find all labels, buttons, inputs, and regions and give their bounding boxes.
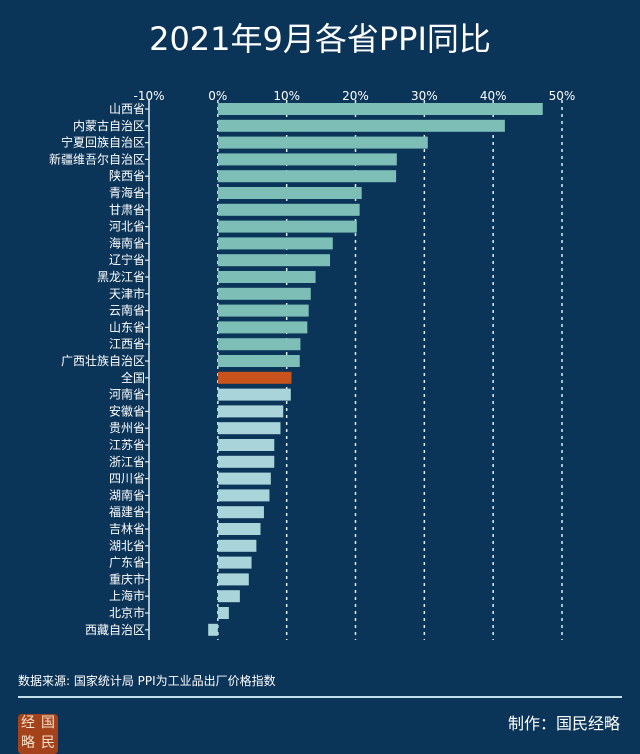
bar-四川省 (217, 472, 271, 485)
bar-甘肃省 (217, 203, 360, 216)
bar-云南省 (217, 304, 309, 317)
footer-divider (18, 696, 622, 698)
bar-山西省 (217, 103, 543, 115)
category-label: 内蒙古自治区 (73, 118, 145, 133)
bar-吉林省 (217, 523, 261, 535)
bar-西藏自治区 (208, 623, 218, 636)
category-label: 河南省 (109, 387, 145, 402)
category-label: 重庆市 (109, 571, 145, 586)
category-label: 河北省 (109, 220, 145, 234)
category-label: 山东省 (109, 320, 145, 334)
bar-天津市 (217, 287, 311, 300)
bar-河南省 (217, 388, 291, 401)
category-label: 上海市 (109, 588, 145, 603)
category-label: 宁夏回族自治区 (61, 135, 145, 150)
bar-辽宁省 (217, 254, 331, 267)
bar-河北省 (217, 220, 357, 233)
bar-广东省 (217, 556, 252, 569)
bar-江西省 (217, 338, 301, 351)
category-label: 天津市 (109, 286, 145, 301)
category-label: 湖北省 (109, 538, 145, 553)
category-label: 四川省 (109, 472, 145, 486)
category-label: 广西壮族自治区 (61, 354, 145, 368)
category-label: 广东省 (109, 556, 145, 570)
category-label: 浙江省 (109, 455, 145, 469)
bar-贵州省 (217, 422, 281, 435)
category-label: 福建省 (109, 504, 145, 519)
category-label: 全国 (121, 370, 145, 385)
category-label: 云南省 (109, 303, 145, 318)
category-label: 江苏省 (109, 438, 145, 452)
bar-广西壮族自治区 (217, 355, 300, 367)
brand-logo: 经国略民 (18, 714, 58, 754)
category-label: 陕西省 (109, 168, 145, 183)
bar-黑龙江省 (217, 271, 316, 283)
bar-上海市 (217, 590, 240, 603)
bar-北京市 (217, 607, 229, 619)
bar-山东省 (217, 321, 308, 334)
bar-湖北省 (217, 539, 257, 552)
data-source-note: 数据来源: 国家统计局 PPI为工业品出厂价格指数 (18, 674, 276, 688)
bar-内蒙古自治区 (217, 119, 505, 132)
category-label: 安徽省 (109, 403, 145, 418)
maker-credit: 制作：国民经略 (507, 714, 620, 733)
bar-海南省 (217, 237, 333, 250)
x-tick-label: 20% (342, 89, 369, 103)
x-tick-label: -10% (133, 89, 164, 103)
category-label: 黑龙江省 (97, 270, 145, 284)
x-tick-label: 0% (208, 89, 227, 103)
bar-安徽省 (217, 405, 284, 418)
bar-宁夏回族自治区 (217, 136, 428, 149)
bar-重庆市 (217, 573, 249, 586)
category-label: 湖南省 (109, 487, 145, 502)
x-tick-label: 30% (411, 89, 438, 103)
bar-chart: -10% 0% 10% 20% 30% 40% 50% 山西省内蒙古自治区宁夏回族自治区新疆维… (49, 89, 576, 640)
category-label: 新疆维吾尔自治区 (49, 151, 145, 166)
chart-title: 2021年9月各省PPI同比 (149, 20, 491, 58)
x-tick-label: 50% (549, 89, 576, 103)
category-label: 吉林省 (109, 522, 145, 536)
bar-新疆维吾尔自治区 (217, 153, 397, 166)
category-label: 甘肃省 (109, 203, 145, 217)
category-label: 青海省 (109, 185, 145, 200)
bar-福建省 (217, 506, 264, 519)
category-label: 山西省 (109, 102, 145, 116)
category-label: 北京市 (109, 605, 145, 620)
x-tick-label: 40% (480, 89, 507, 103)
x-tick-label: 10% (273, 89, 300, 103)
category-label: 辽宁省 (109, 252, 145, 267)
bar-陕西省 (217, 170, 397, 183)
category-label: 江西省 (109, 337, 145, 351)
category-label: 海南省 (109, 235, 145, 250)
bar-青海省 (217, 187, 362, 199)
category-label: 西藏自治区 (85, 623, 145, 637)
bar-江苏省 (217, 439, 275, 451)
bar-浙江省 (217, 455, 275, 468)
bar-湖南省 (217, 489, 270, 502)
category-label: 贵州省 (109, 421, 145, 435)
bar-全国 (217, 371, 292, 384)
